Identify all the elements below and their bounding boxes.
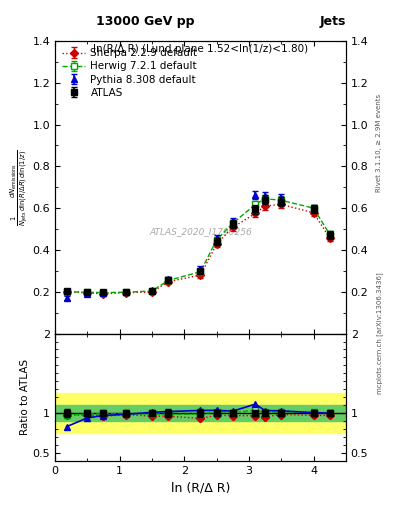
X-axis label: ln (R/Δ R): ln (R/Δ R)	[171, 481, 230, 494]
Text: Jets: Jets	[320, 15, 346, 28]
Legend: Sherpa 2.2.9 default, Herwig 7.2.1 default, Pythia 8.308 default, ATLAS: Sherpa 2.2.9 default, Herwig 7.2.1 defau…	[60, 46, 200, 100]
Y-axis label: $\frac{1}{N_\mathrm{jets}}\frac{dN_\mathrm{emissions}}{d\ln(R/\Delta R)\,d\ln(1/: $\frac{1}{N_\mathrm{jets}}\frac{dN_\math…	[8, 149, 29, 226]
Text: mcplots.cern.ch [arXiv:1306.3436]: mcplots.cern.ch [arXiv:1306.3436]	[376, 272, 383, 394]
Bar	[55, 405, 346, 421]
Y-axis label: Ratio to ATLAS: Ratio to ATLAS	[20, 359, 30, 435]
Text: ATLAS_2020_I1790256: ATLAS_2020_I1790256	[149, 227, 252, 236]
Text: ln(R/Δ R) (Lund plane 1.52<ln(1/z)<1.80): ln(R/Δ R) (Lund plane 1.52<ln(1/z)<1.80)	[93, 44, 308, 54]
Bar	[55, 393, 346, 433]
Text: 13000 GeV pp: 13000 GeV pp	[96, 15, 195, 28]
Text: Rivet 3.1.10, ≥ 2.9M events: Rivet 3.1.10, ≥ 2.9M events	[376, 94, 382, 193]
